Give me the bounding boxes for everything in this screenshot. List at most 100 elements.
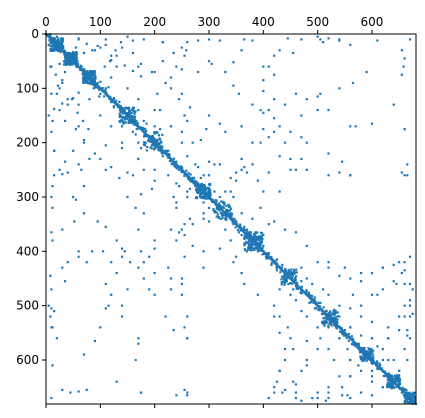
data-point bbox=[252, 236, 255, 239]
data-point bbox=[322, 320, 326, 323]
data-point bbox=[400, 391, 403, 394]
data-point bbox=[316, 326, 319, 329]
data-point bbox=[186, 190, 189, 193]
data-point bbox=[124, 111, 127, 114]
data-point bbox=[69, 60, 72, 63]
data-point bbox=[387, 372, 390, 375]
data-point bbox=[142, 135, 146, 138]
data-point bbox=[207, 114, 211, 117]
data-point bbox=[93, 84, 96, 87]
data-point bbox=[261, 237, 264, 241]
data-point bbox=[349, 43, 352, 46]
data-point bbox=[243, 234, 246, 237]
data-point bbox=[360, 351, 363, 354]
data-point bbox=[332, 309, 335, 312]
data-point bbox=[245, 228, 249, 231]
data-point bbox=[255, 236, 259, 239]
data-point bbox=[353, 343, 356, 347]
data-point bbox=[260, 231, 263, 234]
data-point bbox=[53, 46, 57, 49]
data-point bbox=[84, 79, 87, 82]
data-point bbox=[101, 250, 105, 253]
data-point bbox=[313, 298, 316, 302]
data-point bbox=[205, 192, 208, 195]
data-point bbox=[332, 358, 336, 362]
data-point bbox=[260, 240, 263, 243]
data-point bbox=[262, 244, 265, 247]
data-point bbox=[180, 282, 183, 286]
data-point bbox=[255, 247, 258, 250]
data-point bbox=[80, 65, 83, 68]
data-point bbox=[372, 357, 375, 360]
data-point bbox=[120, 46, 124, 49]
data-point bbox=[289, 130, 292, 133]
data-point bbox=[363, 347, 366, 350]
data-point bbox=[256, 250, 259, 253]
data-point bbox=[243, 242, 246, 245]
data-point bbox=[249, 246, 252, 249]
data-point bbox=[248, 240, 251, 243]
data-point bbox=[191, 223, 194, 226]
data-point bbox=[119, 41, 123, 44]
data-point bbox=[199, 138, 202, 142]
data-point bbox=[408, 391, 411, 394]
data-point bbox=[315, 307, 318, 310]
data-point bbox=[188, 187, 192, 190]
data-point bbox=[300, 38, 303, 41]
data-point bbox=[243, 166, 246, 169]
data-point bbox=[370, 122, 374, 125]
data-point bbox=[406, 163, 409, 166]
data-point bbox=[220, 200, 223, 203]
data-point bbox=[327, 174, 330, 177]
data-point bbox=[256, 179, 259, 182]
data-point bbox=[240, 168, 243, 171]
data-point bbox=[82, 73, 85, 76]
data-point bbox=[126, 112, 130, 116]
data-point bbox=[123, 110, 126, 114]
data-point bbox=[360, 315, 363, 318]
data-point bbox=[213, 163, 216, 166]
data-point bbox=[120, 304, 124, 307]
data-point bbox=[362, 354, 365, 357]
data-point bbox=[240, 212, 243, 215]
data-point bbox=[197, 182, 200, 185]
data-point bbox=[253, 234, 256, 237]
data-point bbox=[275, 266, 278, 270]
data-point bbox=[158, 137, 161, 140]
data-point bbox=[131, 39, 135, 42]
data-point bbox=[251, 39, 254, 42]
data-point bbox=[309, 294, 312, 297]
data-point bbox=[91, 250, 94, 253]
data-point bbox=[98, 88, 101, 91]
data-point bbox=[387, 337, 390, 340]
data-point bbox=[65, 55, 69, 58]
data-point bbox=[202, 212, 205, 215]
data-point bbox=[371, 349, 375, 352]
data-point bbox=[356, 347, 359, 350]
data-point bbox=[245, 171, 249, 174]
data-point bbox=[235, 171, 238, 174]
data-point bbox=[394, 375, 398, 378]
data-point bbox=[134, 133, 137, 136]
data-point bbox=[351, 340, 354, 343]
data-point bbox=[206, 197, 209, 200]
data-point bbox=[365, 70, 368, 74]
data-point bbox=[197, 70, 200, 74]
data-point bbox=[270, 261, 273, 265]
data-point bbox=[130, 117, 133, 120]
data-point bbox=[169, 125, 173, 128]
data-point bbox=[292, 271, 296, 275]
data-point bbox=[395, 385, 399, 388]
data-point bbox=[145, 129, 148, 133]
data-point bbox=[235, 220, 238, 223]
data-point bbox=[109, 95, 112, 98]
data-point bbox=[149, 146, 152, 149]
data-point bbox=[319, 337, 322, 340]
data-point bbox=[93, 73, 96, 76]
data-point bbox=[133, 110, 136, 114]
data-point bbox=[189, 173, 192, 176]
data-point bbox=[327, 326, 330, 329]
data-point bbox=[50, 92, 53, 95]
data-point bbox=[274, 259, 277, 262]
data-point bbox=[92, 74, 96, 77]
